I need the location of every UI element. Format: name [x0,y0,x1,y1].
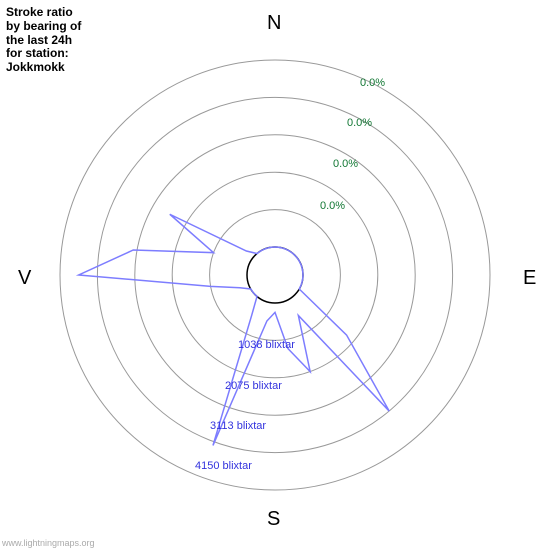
title-line-3: the last 24h [6,33,72,47]
ring-label-0: 0.0% [320,200,345,212]
stroke-label-3: 4150 blixtar [195,460,252,472]
stroke-label-0: 1038 blixtar [238,339,295,351]
title-line-2: by bearing of [6,19,81,33]
stroke-label-2: 3113 blixtar [210,420,266,432]
cardinal-V: V [18,267,31,290]
chart-title: Stroke ratio by bearing of the last 24h … [6,6,81,75]
stroke-label-1: 2075 blixtar [225,380,282,392]
attribution-text: www.lightningmaps.org [2,538,95,548]
title-line-4: for station: [6,46,69,60]
cardinal-E: E [523,267,536,290]
cardinal-N: N [267,12,281,35]
cardinal-S: S [267,508,280,531]
title-line-1: Stroke ratio [6,5,73,19]
ring-label-1: 0.0% [333,158,358,170]
ring-label-2: 0.0% [347,117,372,129]
ring-label-3: 0.0% [360,77,385,89]
polar-chart-svg [0,0,550,550]
title-line-5: Jokkmokk [6,60,65,74]
polar-chart-container: Stroke ratio by bearing of the last 24h … [0,0,550,550]
